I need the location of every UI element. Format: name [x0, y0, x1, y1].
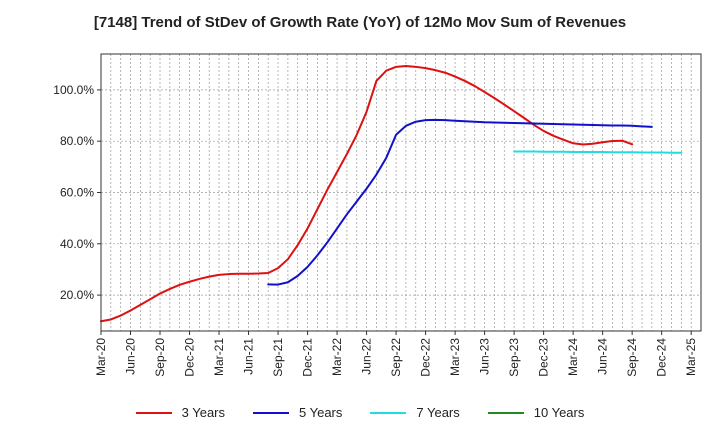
x-tick-label: Jun-24 [596, 338, 610, 375]
legend-label-7-years: 7 Years [416, 405, 460, 420]
x-tick-label: Mar-25 [684, 338, 698, 376]
legend-label-10-years: 10 Years [533, 405, 585, 420]
x-tick-label: Mar-22 [330, 338, 344, 376]
y-tick-label: 40.0% [60, 237, 94, 251]
legend-swatch-7-years [370, 411, 407, 414]
series-line-3-years [100, 65, 634, 323]
y-tick-label: 20.0% [60, 288, 94, 302]
y-tick-label: 100.0% [53, 83, 94, 97]
x-tick-label: Jun-22 [360, 338, 374, 375]
legend-item-10-years: 10 Years [487, 405, 585, 420]
x-tick-label: Sep-24 [625, 338, 639, 377]
axes: 20.0% 40.0% 60.0% 80.0% 100.0% Mar-20 Jun-20 Se… [53, 83, 698, 377]
y-tick-label: 60.0% [60, 186, 94, 200]
plot-frame [100, 53, 702, 332]
x-tick-label: Sep-23 [507, 338, 521, 377]
x-tick-label: Mar-20 [94, 338, 108, 376]
x-tick-label: Mar-24 [566, 338, 580, 376]
x-tick-label: Sep-20 [153, 338, 167, 377]
legend-swatch-3-years [135, 411, 172, 414]
legend-label-3-years: 3 Years [181, 405, 225, 420]
legend: 3 Years 5 Years 7 Years 10 Years [0, 405, 720, 420]
x-tick-label: Jun-21 [242, 338, 256, 375]
x-tick-label: Dec-21 [301, 338, 315, 377]
grid-lines [101, 54, 701, 331]
legend-swatch-10-years [487, 411, 524, 414]
legend-item-5-years: 5 Years [253, 405, 342, 420]
x-tick-label: Dec-24 [655, 338, 669, 377]
x-tick-label: Sep-22 [389, 338, 403, 377]
legend-swatch-5-years [253, 411, 289, 414]
x-tick-label: Jun-23 [478, 338, 492, 375]
legend-item-7-years: 7 Years [370, 405, 460, 420]
x-tick-label: Mar-21 [212, 338, 226, 376]
x-tick-label: Jun-20 [124, 338, 138, 375]
x-tick-label: Dec-23 [537, 338, 551, 377]
x-tick-label: Dec-22 [419, 338, 433, 377]
series-line-7-years [513, 150, 683, 154]
x-tick-label: Dec-20 [183, 338, 197, 377]
chart-title: [7148] Trend of StDev of Growth Rate (Yo… [93, 14, 627, 31]
series-lines [100, 65, 683, 323]
x-tick-label: Sep-21 [271, 338, 285, 377]
x-tick-label: Mar-23 [448, 338, 462, 376]
legend-label-5-years: 5 Years [299, 405, 343, 420]
y-tick-label: 80.0% [60, 134, 94, 148]
legend-item-3-years: 3 Years [135, 405, 225, 420]
series-line-5-years [267, 118, 653, 286]
